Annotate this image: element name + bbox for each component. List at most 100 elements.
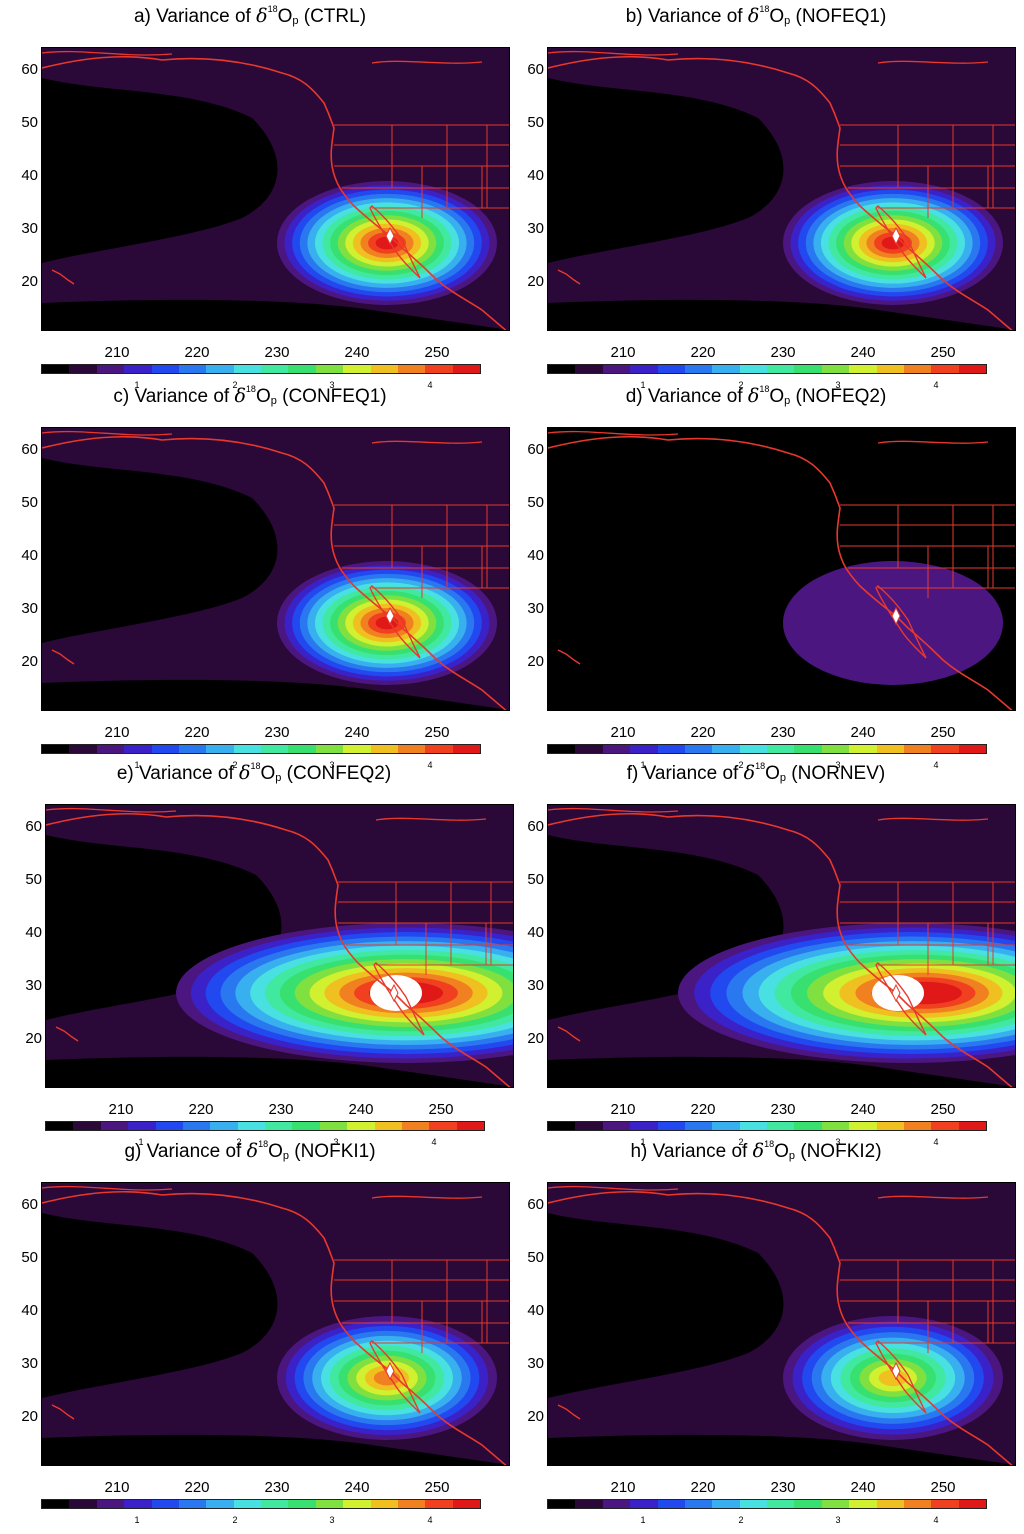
- colorbar-swatch: [128, 1122, 156, 1130]
- y-tick-label: 40: [527, 167, 544, 184]
- contour-low-region: [46, 1056, 513, 1087]
- y-tick-label: 30: [527, 220, 544, 237]
- colorbar: [41, 744, 481, 754]
- colorbar-bottom-label: 3: [333, 1137, 339, 1147]
- y-tick-label: 50: [527, 494, 544, 511]
- panel-title: a) Variance of δ18Op (CTRL): [0, 4, 500, 28]
- hawaii-islands: [51, 269, 75, 285]
- colorbar-swatch: [575, 745, 603, 753]
- colorbar-swatch: [397, 1500, 426, 1508]
- colorbar-bottom-label: 3: [329, 380, 335, 390]
- colorbar-top-label: 220: [690, 724, 716, 741]
- colorbar-swatch: [903, 1122, 932, 1130]
- colorbar-top-label: 230: [268, 1101, 294, 1118]
- colorbar-bottom-label: 1: [640, 760, 646, 770]
- colorbar-swatch: [575, 365, 603, 373]
- colorbar-swatch: [265, 1122, 293, 1130]
- colorbar-swatch: [548, 365, 576, 373]
- colorbar-bottom-label: 4: [933, 1515, 939, 1525]
- colorbar-swatch: [575, 1122, 603, 1130]
- y-tick-label: 50: [25, 871, 42, 888]
- northern-coast: [548, 50, 989, 64]
- northern-coast: [42, 50, 483, 64]
- y-tick-label: 20: [25, 1030, 42, 1047]
- colorbar-swatch: [370, 365, 398, 373]
- colorbar-swatch: [343, 365, 371, 373]
- chart-panel: c) Variance of δ18Op (CONFEQ1) 60 50 40 30 20…: [0, 384, 510, 770]
- colorbar-swatch: [630, 1500, 658, 1508]
- colorbar-swatch: [151, 745, 179, 753]
- colorbar-swatch: [958, 365, 986, 373]
- colorbar-swatch: [315, 1500, 344, 1508]
- colorbar-swatch: [630, 1122, 658, 1130]
- map-svg: [548, 428, 1015, 710]
- panel-title: h) Variance of δ18Op (NOFKI2): [506, 1139, 1006, 1163]
- panel-title: d) Variance of δ18Op (NOFEQ2): [506, 384, 1006, 408]
- colorbar-swatch: [684, 745, 713, 753]
- hawaii-islands: [557, 269, 581, 285]
- colorbar-swatch: [178, 745, 207, 753]
- colorbar-swatch: [602, 365, 631, 373]
- colorbar: [41, 364, 481, 374]
- hawaii-islands: [557, 1026, 581, 1042]
- title-sup: 18: [245, 384, 256, 394]
- site-marker: [891, 606, 901, 626]
- colorbar-bottom-label: 4: [427, 380, 433, 390]
- y-tick-label: 30: [21, 1355, 38, 1372]
- northern-coast: [46, 807, 487, 821]
- colorbar-swatch: [425, 1500, 453, 1508]
- map-svg: [42, 48, 509, 330]
- colorbar-top-label: 220: [184, 344, 210, 361]
- colorbar-bottom-label: 3: [835, 1515, 841, 1525]
- colorbar-top-label: 250: [424, 344, 450, 361]
- colorbar-swatch: [69, 1500, 97, 1508]
- colorbar-bottom-label: 2: [738, 380, 744, 390]
- y-tick-label: 50: [21, 114, 38, 131]
- contour-low-region: [42, 458, 278, 643]
- colorbar-swatch: [684, 1122, 713, 1130]
- chart-panel: g) Variance of δ18Op (NOFKI1) 60 50 40 30 20 2…: [0, 1139, 510, 1525]
- colorbar-swatch: [575, 1500, 603, 1508]
- colorbar-swatch: [261, 365, 289, 373]
- colorbar-bottom-label: 1: [134, 760, 140, 770]
- colorbar-swatch: [794, 1500, 822, 1508]
- colorbar-bottom-label: 1: [640, 1515, 646, 1525]
- colorbar-top-label: 220: [690, 1101, 716, 1118]
- site-marker: [385, 606, 395, 626]
- colorbar-swatch: [401, 1122, 430, 1130]
- colorbar-swatch: [315, 365, 344, 373]
- colorbar-top-label: 230: [770, 1101, 796, 1118]
- colorbar-swatch: [767, 1122, 795, 1130]
- title-delta: δ: [234, 385, 246, 407]
- y-tick-label: 40: [527, 547, 544, 564]
- panel-title: c) Variance of δ18Op (CONFEQ1): [0, 384, 500, 408]
- colorbar-bottom-label: 3: [329, 1515, 335, 1525]
- title-sub: p: [779, 772, 786, 784]
- colorbar-swatch: [456, 1122, 484, 1130]
- title-prefix: e) Variance of: [116, 763, 239, 784]
- map-svg: [42, 1183, 509, 1465]
- colorbar-swatch: [96, 1500, 125, 1508]
- colorbar-top-label: 210: [610, 724, 636, 741]
- title-sup: 18: [258, 1139, 269, 1149]
- title-sup: 18: [250, 761, 261, 771]
- colorbar-swatch: [42, 1500, 70, 1508]
- title-sup: 18: [764, 1139, 775, 1149]
- map-plot: [45, 804, 514, 1088]
- colorbar-swatch: [739, 745, 767, 753]
- colorbar-bottom-label: 2: [738, 1515, 744, 1525]
- colorbar-swatch: [684, 365, 713, 373]
- y-tick-label: 60: [21, 1196, 38, 1213]
- colorbar-swatch: [821, 365, 850, 373]
- colorbar-top-label: 210: [610, 344, 636, 361]
- map-plot: [41, 427, 510, 711]
- northern-coast: [548, 430, 989, 444]
- title-run: (NORNEV): [786, 763, 886, 784]
- title-run: (NOFKI2): [794, 1141, 882, 1162]
- map-svg: [42, 428, 509, 710]
- colorbar-bottom-label: 4: [427, 760, 433, 770]
- colorbar-top-label: 210: [104, 1479, 130, 1496]
- colorbar-swatch: [767, 365, 795, 373]
- title-sub: p: [275, 772, 282, 784]
- colorbar-swatch: [261, 745, 289, 753]
